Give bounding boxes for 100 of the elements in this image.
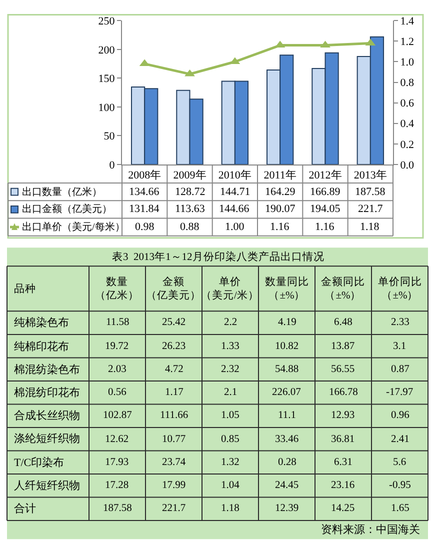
category-label: 合计: [14, 503, 36, 515]
text: 19.72: [105, 341, 129, 352]
text: 0.28: [278, 457, 296, 468]
text: 3.1: [393, 341, 406, 352]
text: 17.93: [105, 457, 129, 468]
data-label: 113.63: [175, 203, 206, 215]
data-label: 128.72: [175, 186, 206, 198]
category-label: 金额（亿美元）: [146, 275, 201, 302]
text: 36.81: [331, 434, 355, 445]
text: -17.97: [386, 387, 414, 398]
category-label: 数量同比（±%）: [265, 275, 309, 302]
y-tick-label: 150: [98, 73, 116, 86]
data-label: 187.58: [355, 186, 386, 198]
text: 23.74: [162, 457, 186, 468]
text: 23.16: [331, 480, 355, 491]
category-label: 纯棉染色布: [14, 317, 69, 329]
category-label: 数量（亿米）: [95, 276, 139, 302]
text: 2.03: [108, 364, 126, 375]
text: 0.85: [221, 434, 240, 445]
text: 1.32: [221, 457, 240, 468]
data-label: 1.00: [225, 221, 245, 233]
data-label: 0.98: [135, 221, 155, 233]
x-tick-label: 2012年: [308, 170, 342, 182]
legend-label: 出口数量（亿米）: [22, 186, 102, 198]
text: 表3 2013年1～12月份印染八类产品出口情况: [112, 250, 324, 263]
data-label: 144.71: [220, 186, 250, 198]
text: 4.19: [278, 317, 296, 328]
point: [320, 40, 330, 48]
legend-label: 出口金额（亿美元）: [22, 203, 112, 215]
text: 1.17: [165, 387, 184, 398]
text: 6.48: [334, 317, 352, 328]
text: 11.1: [278, 410, 296, 421]
x-tick-label: 2009年: [173, 170, 206, 182]
text: 5.6: [393, 457, 406, 468]
text: 1.05: [221, 410, 240, 421]
y2-tick-label: 0.0: [400, 159, 414, 172]
y-tick-label: 200: [98, 44, 116, 56]
y-tick-label: 0: [109, 159, 116, 172]
text: 2.41: [391, 434, 410, 445]
category-label: T/C印染布: [14, 457, 64, 469]
text: 2.1: [224, 387, 238, 398]
data-label: 166.89: [310, 186, 341, 198]
text: 1.33: [221, 341, 240, 352]
text: 24.45: [275, 480, 299, 491]
text: 0.56: [108, 387, 126, 398]
data-label: 221.7: [358, 203, 384, 215]
text: 25.42: [162, 317, 186, 328]
data-label: 194.05: [310, 203, 341, 215]
category-label: 金额同比（±%）: [321, 275, 365, 302]
text: 111.66: [160, 410, 188, 421]
text: 226.07: [272, 387, 301, 398]
text: 102.87: [103, 410, 132, 421]
text: 12.39: [275, 503, 299, 514]
text: 11.58: [106, 317, 130, 328]
text: -0.95: [389, 480, 411, 491]
text: 33.46: [275, 434, 299, 445]
data-label: 131.84: [129, 203, 160, 215]
category-label: 合成长丝织物: [14, 410, 80, 422]
x-tick-label: 2010年: [218, 170, 252, 182]
data-label: 144.66: [219, 203, 250, 215]
text: 166.78: [329, 387, 358, 398]
data-label: 134.66: [129, 186, 160, 198]
text: 54.88: [275, 364, 299, 375]
text: 品种: [14, 282, 36, 295]
text: 2.32: [221, 364, 240, 375]
text: 资料来源：中国海关: [321, 523, 420, 536]
legend-label: 出口单价（美元/每米）: [22, 221, 125, 233]
y2-tick-label: 0.6: [400, 98, 414, 110]
y2-tick-label: 0.8: [400, 77, 414, 90]
text: 13.87: [331, 341, 355, 352]
text: 12.93: [331, 410, 355, 421]
text: 56.55: [331, 364, 355, 375]
data-label: 1.16: [270, 221, 290, 233]
data-label: 164.29: [265, 186, 296, 198]
y-tick-label: 250: [98, 16, 116, 28]
y-tick-label: 50: [104, 130, 116, 143]
text: 0.96: [391, 410, 410, 421]
text: 1.18: [221, 503, 240, 514]
y-tick-label: 100: [98, 102, 116, 114]
y2-tick-label: 0.4: [400, 118, 414, 130]
data-label: 0.88: [180, 221, 200, 233]
text: 17.28: [105, 480, 129, 491]
x-tick-label: 2011年: [264, 170, 296, 182]
text: 26.23: [162, 341, 186, 352]
text: 10.77: [162, 434, 186, 445]
category-label: 单价同比（±%）: [378, 275, 422, 302]
y2-tick-label: 1.2: [400, 36, 414, 48]
text: 17.99: [162, 480, 186, 491]
text: 2.33: [391, 317, 410, 328]
category-label: 纯棉印花布: [14, 341, 69, 353]
text: 14.25: [331, 503, 355, 514]
category-label: 棉混纺染色布: [14, 364, 80, 376]
data-label: 1.18: [360, 221, 380, 233]
text: 2.2: [224, 317, 238, 328]
text: 4.72: [165, 364, 184, 375]
text: 12.62: [105, 434, 129, 445]
x-tick-label: 2008年: [128, 170, 162, 182]
text: 1.65: [391, 503, 410, 514]
text: 10.82: [275, 341, 299, 352]
x-tick-label: 2013年: [354, 170, 387, 182]
